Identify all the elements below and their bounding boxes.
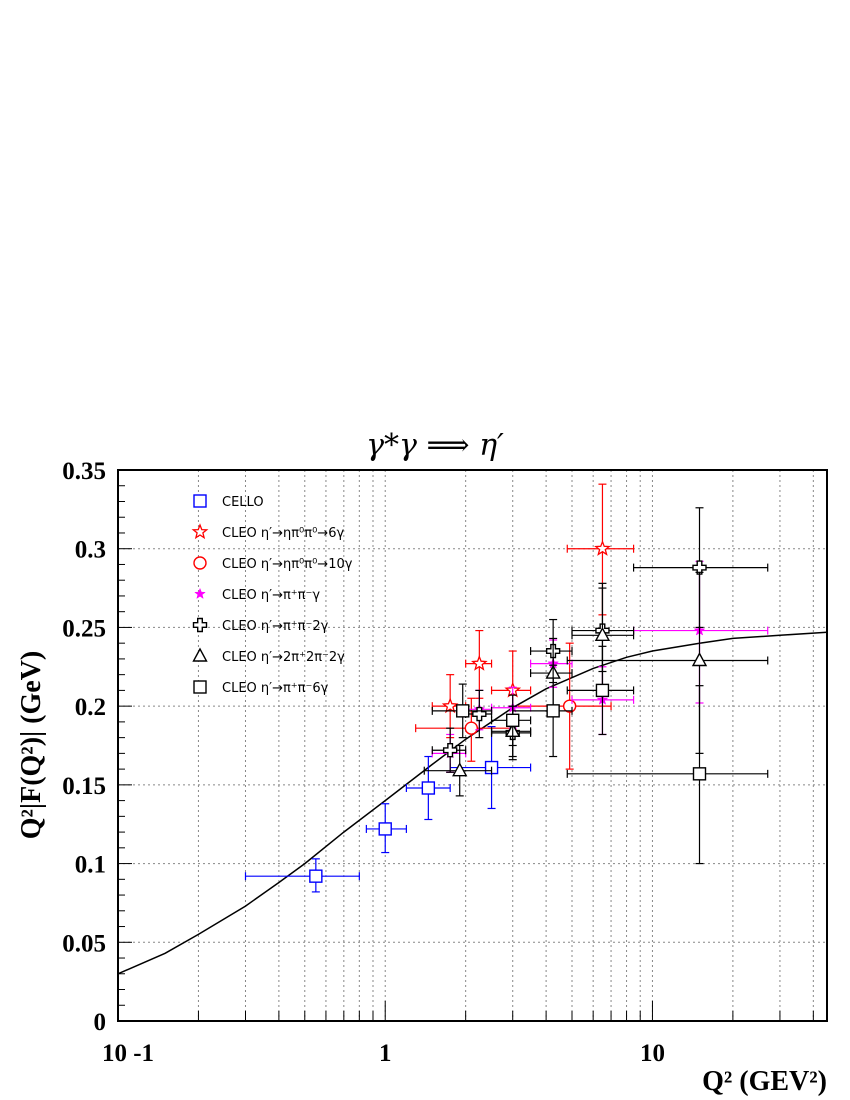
data-point [562, 699, 577, 713]
data-point [464, 721, 479, 735]
data-point [378, 822, 392, 836]
legend-label: CELLO [222, 495, 264, 510]
data-point [456, 704, 470, 718]
axes: 0 0.05 0.1 0.15 0.2 0.25 0.3 0.35 10 -1 1 10 [62, 458, 814, 1067]
y-tick-label: 0.1 [75, 852, 106, 879]
data-point [472, 706, 487, 722]
legend-marker [193, 556, 207, 570]
legend-label: CLEO η′→π⁺π⁻6γ [222, 681, 329, 696]
y-tick-label: 0.2 [75, 694, 106, 721]
legend-marker [193, 680, 207, 694]
data-point [691, 652, 708, 667]
grid-lines [118, 470, 827, 1021]
y-tick-label: 0.25 [62, 615, 106, 642]
plot-frame [117, 469, 828, 1022]
y-tick-label: 0.05 [62, 930, 106, 957]
data-point [421, 781, 436, 795]
data-point [452, 762, 468, 777]
legend-label: CLEO η′→ηπ⁰π⁰→10γ [222, 557, 353, 572]
data-point [692, 767, 707, 781]
data-point [471, 654, 488, 671]
legend: CELLO CLEO η′→ηπ⁰π⁰→6γ CLEO η′→ηπ⁰π⁰→10γ CL… [191, 494, 353, 696]
data-point [506, 713, 520, 728]
x-tick-label: 10 -1 [102, 1040, 154, 1067]
legend-label: CLEO η′→2π⁺2π⁻2γ [222, 650, 345, 665]
data-point [442, 743, 458, 758]
legend-label: CLEO η′→ηπ⁰π⁰→6γ [222, 526, 344, 541]
data-point [546, 704, 560, 718]
series-6 [431, 645, 769, 865]
data-point [309, 869, 323, 883]
legend-marker [191, 523, 209, 540]
y-tick-label: 0 [94, 1009, 107, 1036]
legend-label: CLEO η′→π⁺π⁻γ [222, 588, 320, 603]
data-point [595, 683, 610, 698]
legend-label: CLEO η′→π⁺π⁻2γ [222, 619, 329, 634]
data-point [441, 697, 459, 714]
legend-marker [194, 587, 206, 599]
legend-marker [193, 494, 207, 508]
y-tick-label: 0.35 [62, 458, 106, 485]
data-point [594, 626, 611, 641]
data-point [594, 539, 611, 556]
y-axis-title: Q²|F(Q²)| (GeV) [16, 651, 47, 840]
legend-marker [192, 617, 208, 633]
data-point [692, 560, 707, 575]
y-tick-label: 0.3 [75, 537, 106, 564]
y-tick-label: 0.15 [62, 773, 106, 800]
data-series [244, 483, 769, 893]
x-tick-label: 10 [640, 1040, 665, 1067]
chart-title: γ*γ ⟹ η′ [366, 428, 504, 463]
x-tick-label: 1 [379, 1040, 392, 1067]
legend-marker [192, 647, 208, 662]
chart-title-text: γ*γ ⟹ η′ [366, 428, 504, 463]
x-axis-title: Q² (GEV²) [702, 1066, 827, 1097]
series-0 [244, 726, 532, 893]
